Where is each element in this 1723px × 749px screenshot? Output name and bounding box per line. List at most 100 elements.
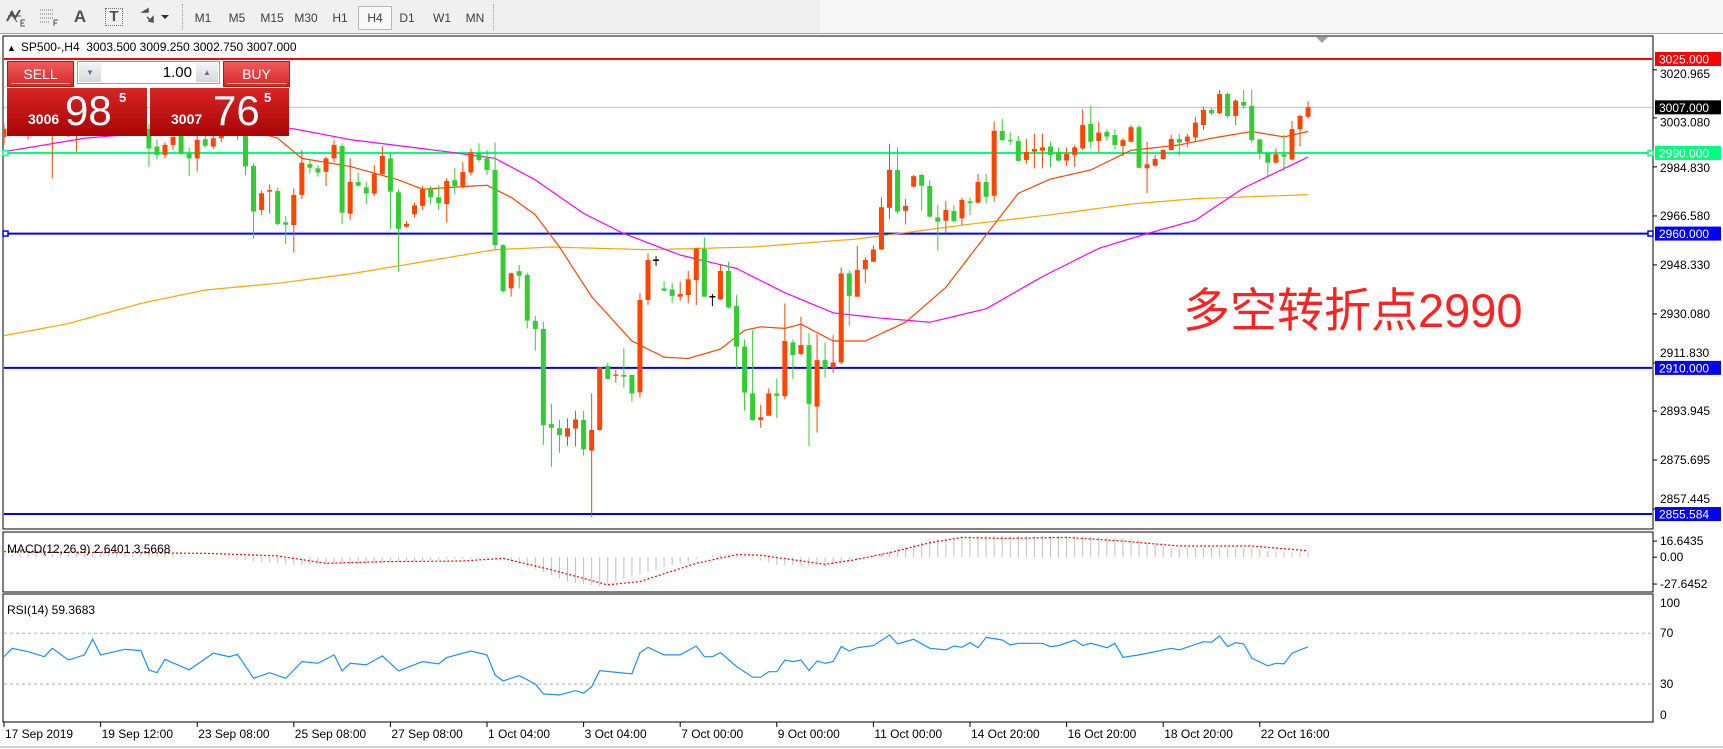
candle-body (1112, 135, 1118, 145)
price-tick-label: 3020.965 (1660, 67, 1710, 81)
candle (484, 150, 490, 176)
text-label-icon[interactable]: T (102, 6, 126, 28)
timeframe-mn[interactable]: MN (465, 11, 485, 25)
candle (1168, 135, 1174, 151)
candle-body (1039, 147, 1045, 151)
fibonacci-fan-icon[interactable] (37, 6, 61, 28)
candle-body (887, 169, 892, 208)
price-level-label: 2990.000 (1659, 147, 1709, 161)
candle-body (436, 197, 442, 204)
level-handle[interactable] (1647, 230, 1654, 237)
candle-body (605, 366, 611, 379)
candle-body (1072, 147, 1078, 155)
candle (838, 267, 844, 365)
candle-body (1007, 140, 1013, 142)
level-handle[interactable] (2, 149, 9, 157)
candle (959, 197, 965, 225)
candle-body (460, 172, 466, 187)
candle-body (267, 190, 273, 192)
candle (734, 295, 740, 369)
candle-body (1289, 129, 1295, 160)
candle (1217, 89, 1223, 115)
candle-body (387, 158, 393, 192)
arrows-dropdown-icon[interactable] (138, 6, 172, 28)
candle (927, 180, 933, 218)
timeframe-d1[interactable]: D1 (399, 11, 415, 25)
candle-body (951, 211, 957, 221)
time-axis-label: 1 Oct 04:00 (488, 727, 550, 741)
candle (645, 253, 651, 306)
timeframe-m30[interactable]: M30 (294, 11, 318, 25)
lot-decrease-icon[interactable]: ▼ (79, 63, 101, 82)
candle-body (371, 173, 377, 194)
candle (782, 303, 788, 400)
rsi-axis-label: 0 (1660, 708, 1667, 722)
price-level-label: 2855.584 (1659, 508, 1709, 522)
candle-body (516, 271, 522, 276)
candle (508, 272, 514, 297)
price-level-label: 2960.000 (1659, 227, 1709, 241)
timeframe-h4[interactable]: H4 (358, 6, 392, 30)
candle-body (830, 362, 836, 368)
text-icon[interactable]: A (73, 7, 87, 26)
candle (548, 403, 554, 467)
candle-body (492, 169, 498, 246)
candle (621, 348, 627, 388)
candle (1112, 129, 1118, 150)
candle (283, 215, 289, 245)
candle (1152, 154, 1158, 167)
candle-body (275, 190, 281, 224)
candle (460, 162, 466, 189)
moving-average-slow (4, 194, 1309, 337)
chart-shift-marker-icon[interactable] (1316, 37, 1328, 43)
candle-body (251, 165, 257, 212)
candle-body (339, 146, 345, 213)
candle (846, 270, 852, 326)
candle-body (613, 374, 619, 376)
level-handle[interactable] (2, 230, 9, 237)
candle-body (1233, 100, 1239, 116)
elliott-wave-icon[interactable] (4, 6, 28, 28)
buy-button[interactable]: BUY (223, 61, 290, 87)
sell-price[interactable]: 3006 98 5 (7, 88, 147, 136)
candle (267, 184, 273, 214)
candle (1297, 114, 1303, 147)
candle (565, 418, 570, 446)
candle-body (1080, 125, 1086, 149)
buy-price-fraction: 5 (264, 90, 272, 105)
chart-annotation-text[interactable]: 多空转折点2990 (1183, 284, 1523, 337)
candle-body (1281, 154, 1287, 157)
sell-button[interactable]: SELL (7, 61, 74, 87)
timeframe-m15[interactable]: M15 (260, 11, 284, 25)
candle (975, 173, 981, 204)
lot-increase-icon[interactable]: ▲ (196, 63, 218, 82)
candle (540, 321, 546, 445)
lot-size-stepper[interactable]: ▼ 1.00 ▲ (77, 61, 220, 84)
sell-price-prefix: 3006 (28, 111, 60, 127)
candle (186, 147, 192, 177)
buy-price[interactable]: 3007 76 5 (150, 88, 289, 136)
timeframe-w1[interactable]: W1 (433, 11, 451, 25)
candle-body (1217, 93, 1223, 114)
timeframe-m5[interactable]: M5 (228, 11, 246, 25)
rsi-axis-label: 70 (1660, 626, 1674, 640)
candle (822, 342, 828, 378)
candle (1265, 152, 1271, 177)
candle (1225, 92, 1231, 119)
candle-body (428, 189, 434, 198)
candle-body (1096, 132, 1102, 141)
timeframe-h1[interactable]: H1 (332, 11, 348, 25)
candle-body (669, 289, 675, 296)
candle-body (734, 306, 740, 347)
candle-body (975, 182, 981, 203)
candle (967, 197, 973, 216)
candle (1072, 144, 1078, 167)
candle-body (540, 328, 546, 426)
lot-size-input[interactable]: 1.00 (162, 64, 192, 81)
candle (653, 256, 660, 266)
time-axis-label: 22 Oct 16:00 (1261, 727, 1330, 741)
rsi-axis-label: 30 (1660, 677, 1674, 691)
timeframe-m1[interactable]: M1 (194, 11, 212, 25)
level-handle[interactable] (1647, 149, 1654, 157)
triangle-up-icon[interactable]: ▲ (7, 43, 16, 53)
